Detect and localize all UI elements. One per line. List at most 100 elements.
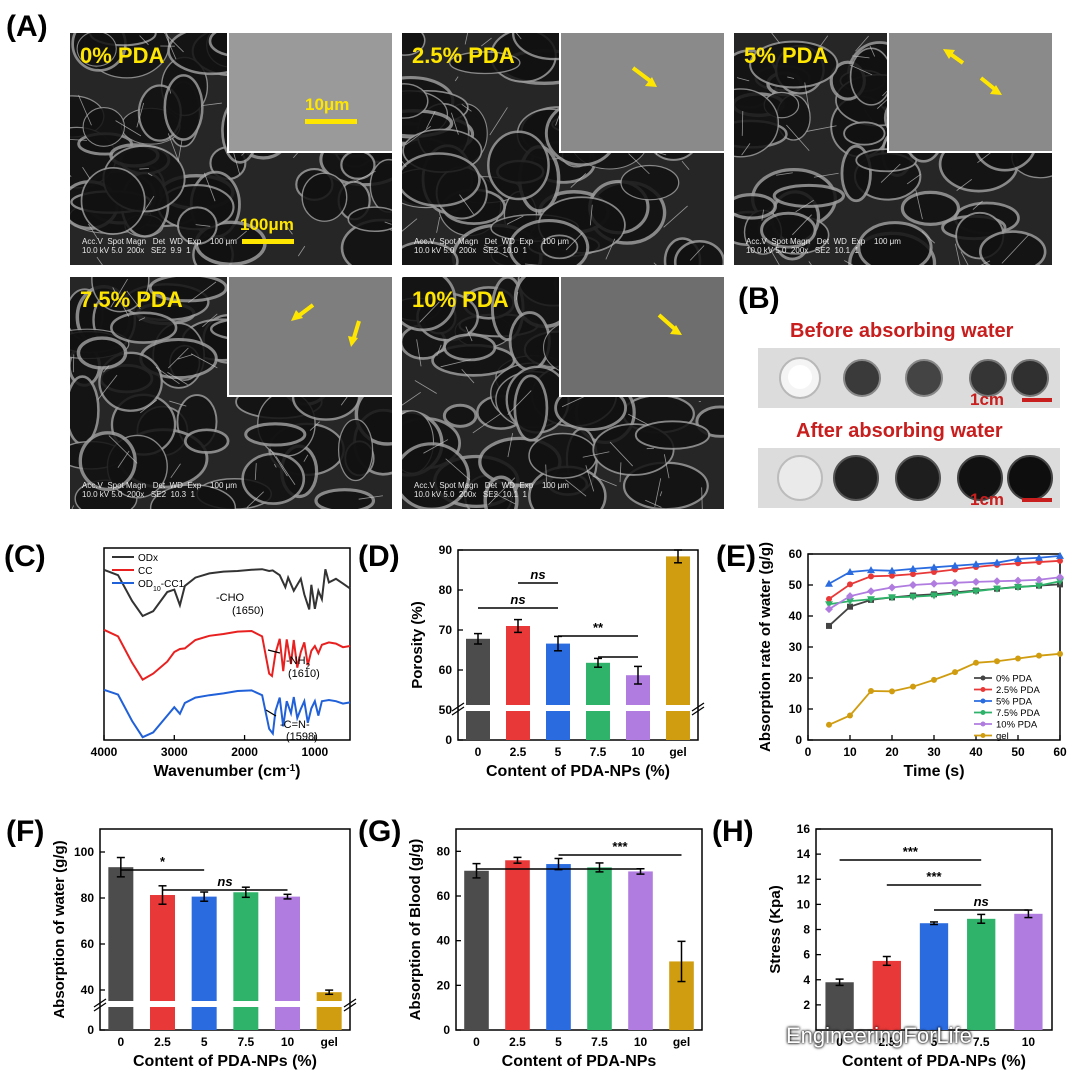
- sem-fiber: [286, 227, 293, 235]
- sem-fiber: [167, 372, 188, 385]
- data-point: [867, 587, 875, 596]
- significance-label: ***: [903, 844, 919, 859]
- sem-pore: [402, 83, 429, 119]
- sem-fiber: [110, 278, 128, 308]
- sem-image-2-5pda: 2.5% PDA Acc.V Spot Magn Det WD Exp 100 …: [402, 33, 724, 265]
- sem-fiber: [768, 246, 780, 265]
- data-point: [825, 579, 833, 587]
- sem-fiber: [167, 133, 179, 162]
- x-axis-label: Wavenumber (cm-1): [153, 763, 300, 781]
- sem-fiber: [275, 456, 296, 485]
- data-point: [888, 566, 896, 574]
- x-tick-label: 2.5: [154, 1035, 171, 1049]
- data-point: [1036, 652, 1042, 659]
- sem-pore: [70, 375, 100, 446]
- sem-inset: [559, 277, 724, 397]
- bar-2.5: [505, 860, 530, 1030]
- sem-title: 5% PDA: [744, 43, 829, 68]
- sem-fiber: [97, 374, 118, 401]
- sem-fiber: [906, 174, 921, 185]
- y-tick-label: 60: [437, 889, 451, 903]
- sem-fiber: [138, 317, 146, 321]
- sem-title: 10% PDA: [412, 287, 509, 312]
- sem-fiber: [808, 261, 812, 265]
- sem-pore: [673, 239, 724, 265]
- significance-label: *: [160, 854, 166, 869]
- sem-fiber: [972, 200, 983, 210]
- data-point: [1014, 576, 1022, 585]
- chart-d-porosity: 0 2.5 5 7.5 10 gel 0 50 60 70 80 90 Content of PDA-N…: [409, 543, 705, 780]
- panel-label-d: (D): [358, 540, 400, 573]
- sem-fiber: [169, 89, 172, 94]
- sem-pore: [402, 442, 471, 509]
- legend-marker: [980, 687, 986, 692]
- x-axis-label: Content of PDA-NPs (%): [486, 763, 670, 780]
- sem-fiber: [445, 458, 471, 481]
- bar-0: [464, 870, 489, 1030]
- data-point: [826, 721, 832, 728]
- sem-fiber: [869, 45, 876, 57]
- data-point: [930, 592, 938, 600]
- legend-label-2: OD10-CC1: [138, 579, 185, 593]
- x-tick-label: 7.5: [591, 1035, 608, 1049]
- data-point: [1035, 582, 1043, 590]
- sem-fiber: [515, 33, 522, 40]
- sem-fiber: [78, 95, 92, 126]
- y-tick-label: 80: [437, 844, 451, 858]
- sem-fiber: [165, 35, 177, 60]
- y-tick-label: 12: [797, 872, 811, 886]
- y-tick-label: 40: [437, 934, 451, 948]
- sem-fiber: [515, 291, 519, 301]
- after-absorbing-label: After absorbing water: [796, 420, 1003, 442]
- sem-fiber: [170, 463, 181, 479]
- sem-fiber: [425, 111, 436, 129]
- legend-label: 5% PDA: [996, 697, 1033, 708]
- sem-pore: [449, 51, 521, 75]
- sem-pore: [900, 190, 961, 226]
- sem-fiber: [423, 439, 449, 454]
- sem-pore: [184, 428, 230, 454]
- data-point: [888, 594, 896, 602]
- legend-label: 2.5% PDA: [996, 685, 1040, 696]
- peak-annotation-value-1: (1610): [288, 668, 320, 680]
- sem-fiber: [681, 160, 690, 171]
- sem-fiber: [136, 102, 145, 128]
- sem-fiber: [202, 102, 222, 106]
- y-tick-label: 4: [803, 973, 810, 987]
- sem-fiber: [139, 168, 150, 170]
- sem-pore: [442, 403, 478, 428]
- sem-fiber: [246, 491, 264, 508]
- sem-fiber: [654, 478, 662, 507]
- sem-pore: [148, 277, 228, 303]
- y-tick-label: 6: [803, 948, 810, 962]
- axis-break-band: [459, 705, 697, 711]
- data-point: [825, 605, 833, 614]
- data-point: [952, 669, 958, 676]
- y-tick-label: 16: [797, 822, 811, 836]
- sem-fiber: [309, 421, 320, 431]
- x-tick-label: 0: [473, 1035, 480, 1049]
- data-point: [930, 563, 938, 571]
- x-tick-label: 5: [555, 1035, 562, 1049]
- x-tick-label: 0: [836, 1035, 843, 1049]
- sem-fiber: [849, 64, 873, 76]
- x-tick-label: gel: [673, 1035, 690, 1049]
- data-point: [930, 579, 938, 588]
- data-point: [910, 571, 916, 578]
- sem-fiber: [507, 390, 532, 416]
- data-point: [993, 577, 1001, 586]
- sem-fiber: [795, 199, 814, 213]
- sem-fiber: [787, 76, 795, 79]
- sem-fiber: [188, 281, 217, 303]
- sem-fiber: [459, 194, 474, 215]
- sem-fiber: [402, 391, 421, 406]
- data-point: [1035, 575, 1043, 584]
- sem-fiber: [804, 82, 810, 109]
- y-tick-label: 30: [789, 640, 803, 654]
- x-tick-label: 2.5: [878, 1035, 895, 1049]
- sem-pore: [634, 420, 711, 450]
- sem-meta: Acc.V Spot Magn Det WD Exp 100 μm 10.0 k…: [414, 237, 569, 255]
- sem-pore: [443, 333, 497, 362]
- x-tick-label: 10: [1022, 1035, 1036, 1049]
- bar-10: [628, 871, 653, 1030]
